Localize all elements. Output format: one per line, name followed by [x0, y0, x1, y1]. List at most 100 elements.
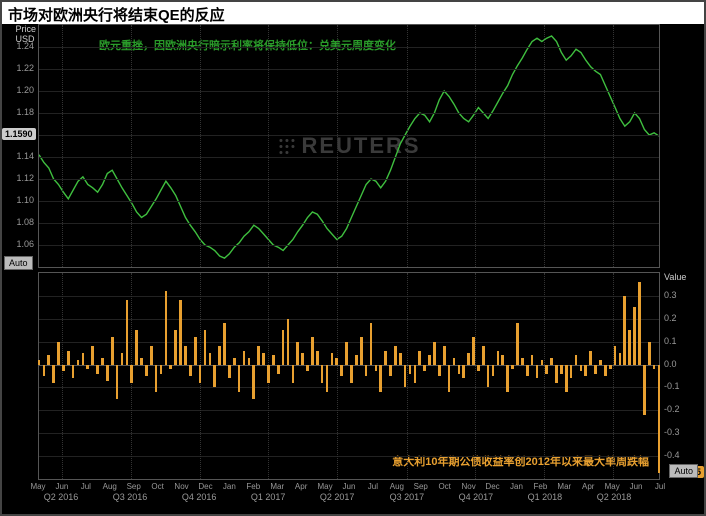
bar [316, 351, 319, 365]
ytick-label: 1.22 [16, 63, 34, 73]
xtick-month: Oct [151, 482, 163, 491]
bar [82, 353, 85, 364]
bar [282, 330, 285, 364]
xtick-quarter: Q4 2017 [459, 492, 494, 502]
bar [350, 365, 353, 383]
xtick-quarter: Q2 2016 [44, 492, 79, 502]
xtick-month: Jun [55, 482, 68, 491]
bar [218, 346, 221, 364]
bar [116, 365, 119, 399]
bar [160, 365, 163, 374]
chart-area: 欧元重挫，因欧洲央行暗示利率将保持低位：兑美元周度变化 REUTERS 意大利1… [38, 24, 660, 480]
xtick-quarter: Q4 2016 [182, 492, 217, 502]
line-plot [39, 25, 659, 267]
y-unit-bot: Value [664, 272, 686, 282]
bar [321, 365, 324, 383]
ytick-label: 1.06 [16, 239, 34, 249]
xtick-month: Jan [223, 482, 236, 491]
bar [326, 365, 329, 392]
bar [477, 365, 480, 372]
bar [560, 365, 563, 374]
bar [404, 365, 407, 388]
bar [301, 353, 304, 364]
bar [599, 360, 602, 365]
xtick-month: Aug [390, 482, 404, 491]
bar [394, 346, 397, 364]
bar [448, 365, 451, 392]
ytick-label: 1.20 [16, 85, 34, 95]
bar [414, 365, 417, 383]
bar [575, 355, 578, 364]
bar [536, 365, 539, 379]
bar [106, 365, 109, 381]
bar-chart-panel: 意大利10年期公债收益率创2012年以来最大单周跌幅 [38, 272, 660, 480]
ytick-label: 1.24 [16, 41, 34, 51]
bar [619, 353, 622, 364]
bar [91, 346, 94, 364]
bar [296, 342, 299, 365]
bar [487, 365, 490, 388]
auto-button-top[interactable]: Auto [4, 256, 33, 270]
ytick-label: -0.2 [664, 404, 680, 414]
bar [209, 353, 212, 364]
bar [189, 365, 192, 376]
bar [248, 358, 251, 365]
bar [199, 365, 202, 383]
bar [101, 358, 104, 365]
xtick-month: Nov [174, 482, 188, 491]
bar [262, 353, 265, 364]
xtick-month: Apr [582, 482, 594, 491]
ytick-label: 1.08 [16, 217, 34, 227]
xtick-month: May [30, 482, 45, 491]
bar [67, 351, 70, 365]
ytick-label: 1.18 [16, 107, 34, 117]
bar [340, 365, 343, 376]
bar [150, 346, 153, 364]
bar [482, 346, 485, 364]
ytick-label: -0.3 [664, 427, 680, 437]
bar [194, 337, 197, 364]
bar [335, 358, 338, 365]
bar [155, 365, 158, 392]
bar [360, 337, 363, 364]
xtick-quarter: Q1 2017 [251, 492, 286, 502]
bar [62, 365, 65, 372]
bar [628, 330, 631, 364]
xtick-month: Oct [438, 482, 450, 491]
bar [492, 365, 495, 376]
bar [550, 358, 553, 365]
xtick-month: Sep [127, 482, 141, 491]
bar [433, 342, 436, 365]
ytick-label: 0.1 [664, 336, 677, 346]
bar [287, 319, 290, 365]
xtick-month: Mar [270, 482, 284, 491]
bar [633, 307, 636, 364]
price-marker: 1.1590 [2, 128, 36, 140]
ytick-label: 0.0 [664, 359, 677, 369]
bar [86, 365, 89, 370]
bar [57, 342, 60, 365]
bar [531, 355, 534, 364]
xtick-month: Jul [81, 482, 91, 491]
xtick-month: Apr [295, 482, 307, 491]
bar [38, 360, 41, 365]
bar [609, 365, 612, 370]
auto-button-bot[interactable]: Auto [669, 464, 698, 478]
bar [516, 323, 519, 364]
xtick-month: Sep [414, 482, 428, 491]
xtick-month: Nov [461, 482, 475, 491]
bar [418, 351, 421, 365]
bar [541, 360, 544, 365]
bar [228, 365, 231, 379]
bar [311, 337, 314, 364]
bar [375, 365, 378, 372]
xtick-month: May [318, 482, 333, 491]
ytick-label: 1.14 [16, 151, 34, 161]
bar [584, 365, 587, 376]
bar [52, 365, 55, 383]
bar [521, 358, 524, 365]
page-title: 市场对欧洲央行将结束QE的反应 [2, 2, 704, 24]
xtick-month: Jan [510, 482, 523, 491]
bar [223, 323, 226, 364]
bar [96, 365, 99, 374]
